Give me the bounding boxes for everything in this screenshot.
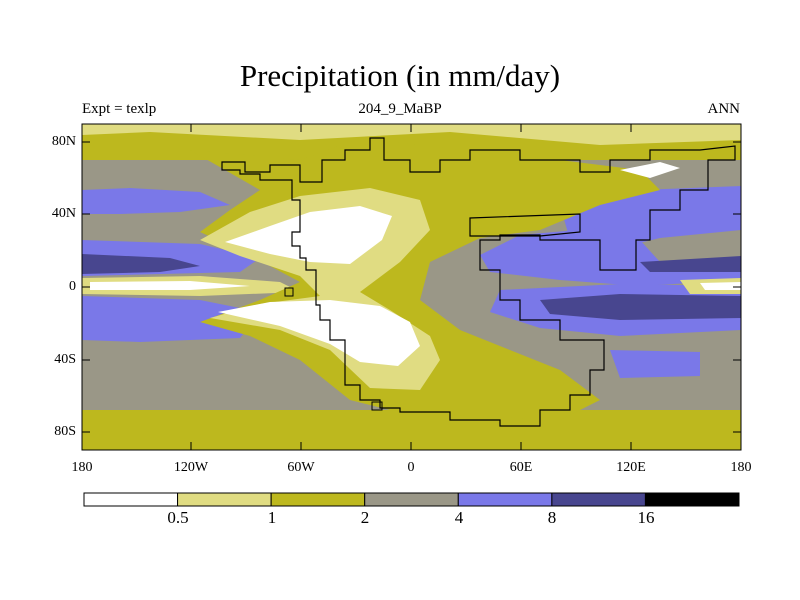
band-arctic-dry [82,124,741,145]
x-tick-label: 120E [616,460,646,475]
y-tick-label: 40S [54,352,76,367]
period-label: 204_9_MaBP [358,101,442,117]
colorbar-label: 4 [454,508,464,527]
colorbar-label: 8 [547,508,557,527]
y-tick-label: 80S [54,424,76,439]
band-itcz-west-intense [82,254,200,274]
colorbar-swatch [270,492,366,507]
precipitation-field [82,124,741,450]
band-desert-north [225,206,392,264]
colorbar [83,492,740,507]
colorbar-label: 16 [637,508,655,527]
band-spcz-east-intense [540,294,741,320]
y-tick-label: 80N [51,134,76,149]
band-desert-south [218,300,420,366]
band-equator-arid [90,281,250,290]
y-tick-label: 0 [69,279,76,294]
x-tick-label: 60E [509,460,533,475]
x-tick-label: 0 [407,460,415,475]
colorbar-swatch [177,492,272,507]
colorbar-swatch [551,492,646,507]
band-desert-northeast [620,162,680,178]
band-equator-arid-east [700,282,741,290]
x-tick-label: 180 [71,460,93,475]
tethys-outline [469,213,581,237]
x-tick-label: 120W [173,460,209,475]
axis-ticks [81,124,742,450]
colorbar-label: 0.5 [167,508,189,527]
experiment-label: Expt = texlp [82,101,157,117]
island-outline [284,287,294,297]
land-outline [221,137,736,427]
colorbar-label: 1 [267,508,277,527]
island-outline-south [371,401,383,411]
x-tick-label: 60W [287,460,315,475]
colorbar-label: 2 [360,508,370,527]
season-label: ANN [707,101,741,117]
band-spcz-west [82,296,260,342]
band-south-indian [610,350,700,378]
colorbar-swatch [457,492,553,507]
x-tick-label: 180 [730,460,752,475]
colorbar-swatch [83,492,179,507]
colorbar-swatch [644,492,740,507]
band-north-pacific-track [82,188,230,214]
colorbar-swatch [364,492,459,507]
map-title: Precipitation (in mm/day) [239,58,561,93]
band-itcz-east-intense [640,256,741,272]
y-tick-label: 40N [51,206,76,221]
